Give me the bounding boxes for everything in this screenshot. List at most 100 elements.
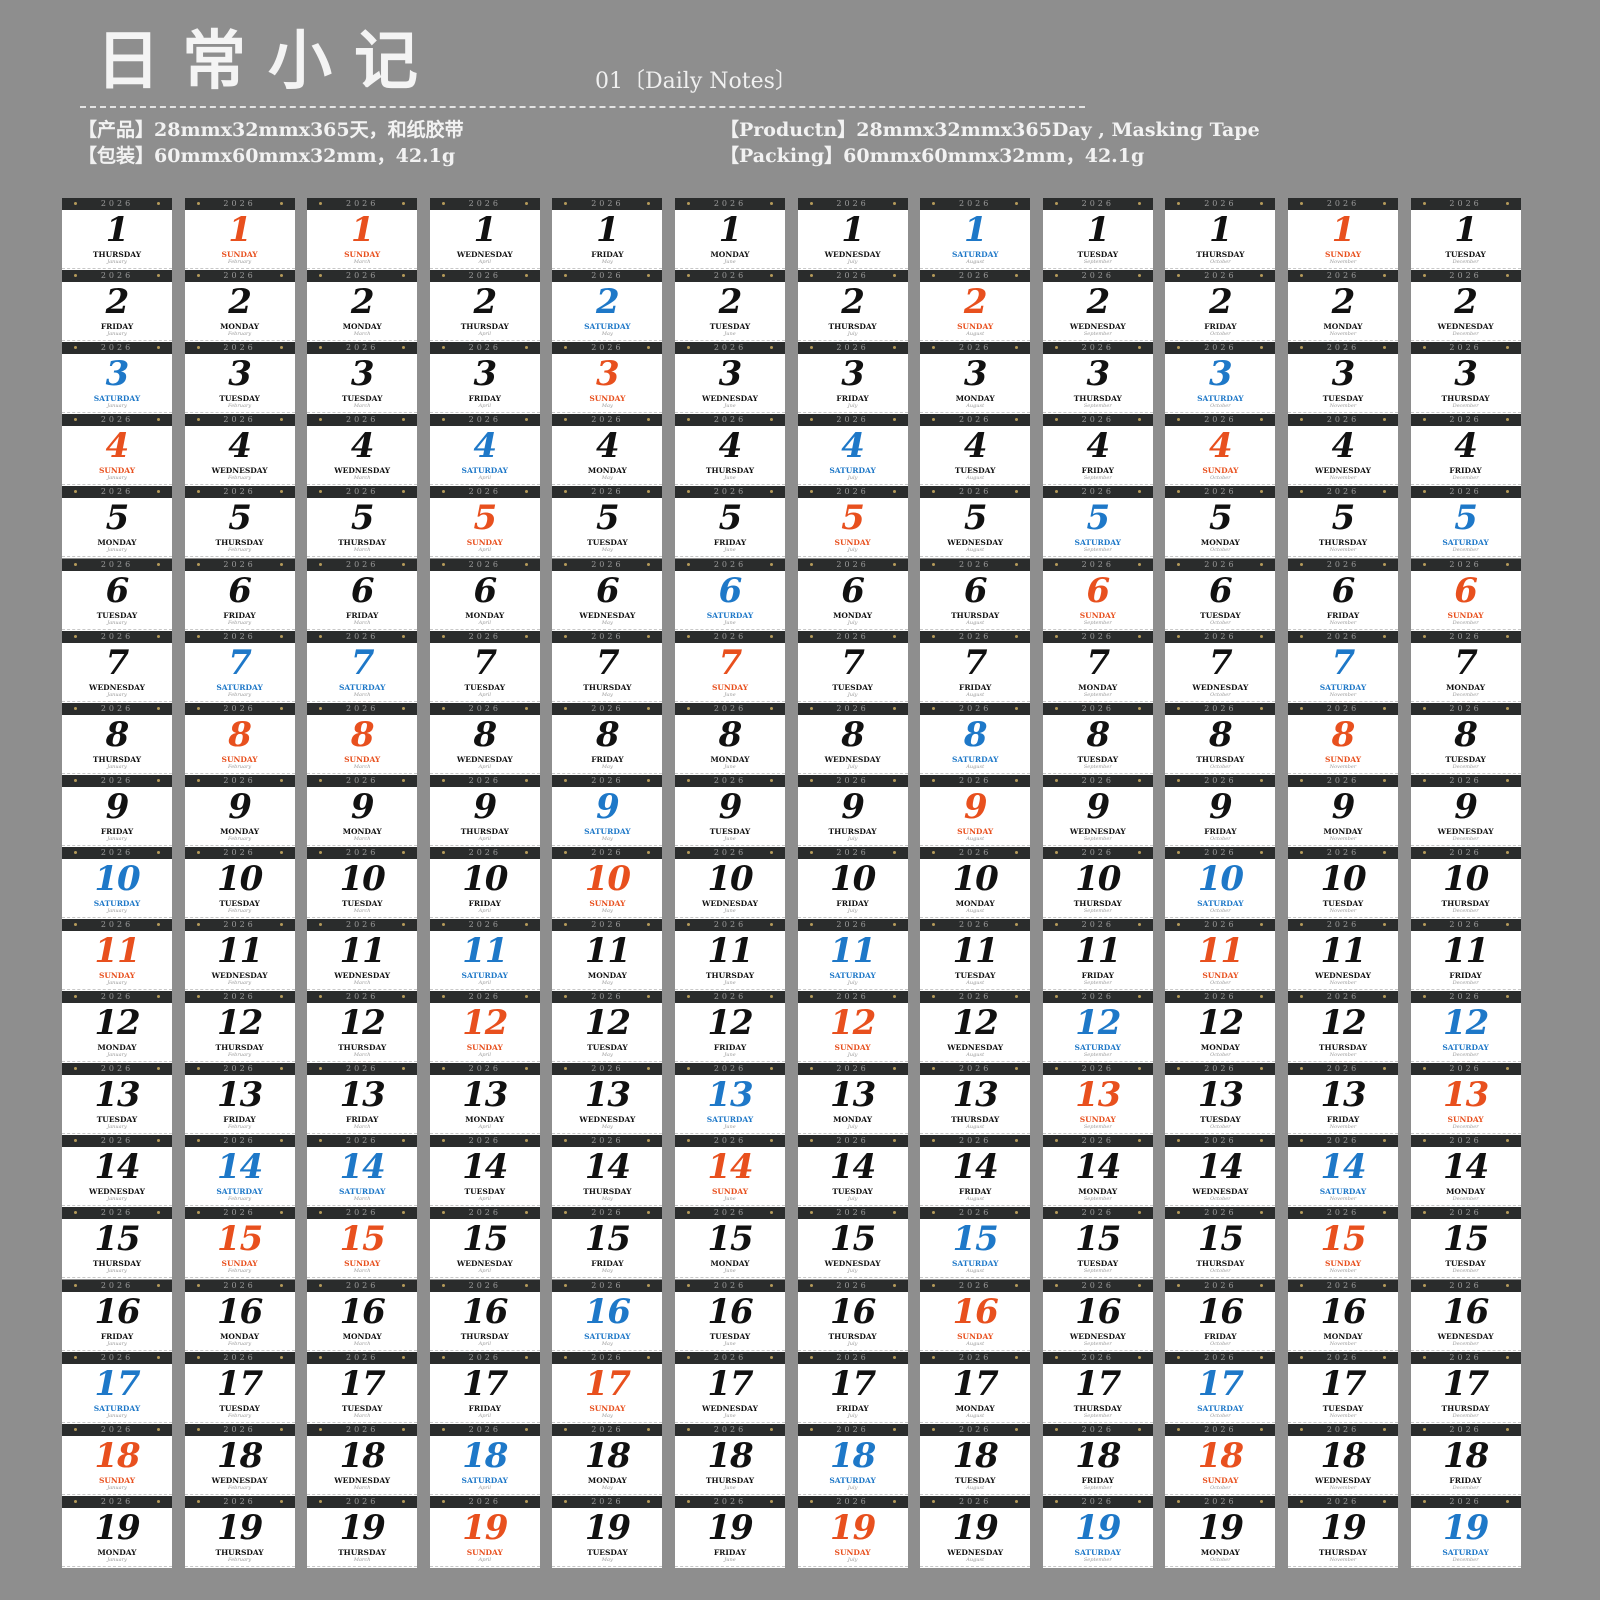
tile-year: 2026 <box>1410 1063 1521 1076</box>
tile-weekday: THURSDAY <box>1441 394 1490 404</box>
tile-weekday: THURSDAY <box>92 754 142 764</box>
tile-year: 2026 <box>920 919 1031 931</box>
tile-year: 2026 <box>920 414 1031 427</box>
tile-month: December <box>1452 1052 1479 1059</box>
tile-month: March <box>353 259 371 265</box>
calendar-tile: 2026 10 FRIDAY April <box>429 846 540 919</box>
tile-month: May <box>601 475 613 482</box>
perforation-line <box>552 700 663 702</box>
calendar-tile: 2026 14 SATURDAY February <box>184 1135 295 1208</box>
perforation-line <box>1288 268 1398 269</box>
tile-year: 2026 <box>184 558 295 571</box>
perforation-line <box>1042 1061 1153 1063</box>
tile-month: March <box>353 547 371 554</box>
tile-weekday: THURSDAY <box>460 322 509 332</box>
tile-year: 2026 <box>184 270 295 283</box>
calendar-tile: 2026 18 SATURDAY April <box>429 1423 540 1496</box>
perforation-line <box>184 989 295 990</box>
tile-month: December <box>1452 403 1479 410</box>
calendar-tile: 2026 6 SUNDAY September <box>1042 558 1153 631</box>
calendar-tile: 2026 16 THURSDAY April <box>429 1279 540 1352</box>
tile-weekday: FRIDAY <box>1204 322 1237 332</box>
tile-month: January <box>107 331 127 338</box>
tile-year: 2026 <box>552 1135 663 1148</box>
tile-year: 2026 <box>1042 1423 1153 1436</box>
tile-weekday: TUESDAY <box>954 466 996 476</box>
tile-day-number: 6 <box>105 570 130 611</box>
tile-year: 2026 <box>920 342 1031 355</box>
calendar-tile: 2026 3 THURSDAY December <box>1410 342 1521 415</box>
tile-weekday: TUESDAY <box>832 682 873 692</box>
tile-year: 2026 <box>307 1279 418 1292</box>
tile-day-number: 12 <box>339 1003 386 1044</box>
perforation-line <box>1288 484 1398 486</box>
perforation-line <box>675 1205 785 1207</box>
tile-year: 2026 <box>62 919 172 931</box>
tile-weekday: SUNDAY <box>1447 610 1484 620</box>
calendar-tile: 2026 11 SUNDAY January <box>62 919 172 991</box>
perforation-line <box>184 1349 295 1351</box>
tile-year: 2026 <box>1165 1135 1276 1148</box>
tile-day-number: 9 <box>105 786 130 827</box>
tile-day-number: 12 <box>462 1003 508 1044</box>
perforation-line <box>307 1061 418 1063</box>
tile-day-number: 18 <box>216 1435 263 1476</box>
tile-day-number: 19 <box>216 1507 263 1548</box>
tile-day-number: 16 <box>1075 1291 1121 1332</box>
tile-month: November <box>1329 1052 1357 1059</box>
perforation-line <box>552 1277 663 1279</box>
tile-year: 2026 <box>307 1207 418 1220</box>
perforation-line <box>184 628 295 630</box>
tile-year: 2026 <box>1288 1423 1398 1436</box>
tile-day-number: 14 <box>707 1147 753 1188</box>
tile-day-number: 14 <box>1320 1147 1366 1188</box>
tile-weekday: FRIDAY <box>1449 1475 1482 1485</box>
tile-day-number: 11 <box>707 931 753 971</box>
perforation-line <box>429 1493 540 1495</box>
tile-day-number: 3 <box>718 354 743 395</box>
perforation-line <box>920 484 1031 486</box>
perforation-line <box>1042 628 1153 630</box>
calendar-tile: 2026 19 TUESDAY May <box>552 1495 663 1568</box>
calendar-tile: 2026 17 SUNDAY May <box>552 1351 663 1424</box>
tile-year: 2026 <box>1042 270 1153 283</box>
tile-weekday: SATURDAY <box>706 610 754 620</box>
tile-weekday: THURSDAY <box>583 682 632 692</box>
tile-month: December <box>1452 1412 1479 1419</box>
tile-month: November <box>1329 1124 1357 1131</box>
tile-weekday: FRIDAY <box>346 610 379 620</box>
tile-day-number: 17 <box>952 1363 999 1404</box>
tile-year: 2026 <box>675 702 785 715</box>
tile-day-number: 19 <box>1075 1507 1121 1548</box>
tile-weekday: SATURDAY <box>1074 538 1122 548</box>
tile-day-number: 12 <box>952 1003 999 1044</box>
tile-day-number: 4 <box>228 426 252 467</box>
calendar-tile: 2026 7 WEDNESDAY January <box>62 630 172 703</box>
calendar-tile: 2026 19 SATURDAY September <box>1042 1495 1153 1568</box>
perforation-line <box>1288 1133 1398 1135</box>
tile-month: July <box>847 763 858 770</box>
tile-weekday: FRIDAY <box>591 754 624 764</box>
tile-year: 2026 <box>797 630 908 643</box>
tile-year: 2026 <box>552 774 663 787</box>
tile-day-number: 4 <box>1331 426 1356 467</box>
perforation-line <box>1042 1133 1153 1135</box>
calendar-tile: 2026 7 TUESDAY July <box>797 630 908 703</box>
tile-year: 2026 <box>675 1423 785 1436</box>
tile-year: 2026 <box>429 1351 540 1364</box>
tile-month: June <box>724 1556 736 1563</box>
calendar-tile: 2026 2 FRIDAY January <box>62 270 172 343</box>
tile-weekday: TUESDAY <box>954 971 996 980</box>
tile-day-number: 2 <box>963 282 988 323</box>
perforation-line <box>1410 556 1521 558</box>
calendar-tile: 2026 6 MONDAY April <box>429 558 540 631</box>
tile-weekday: SATURDAY <box>829 971 876 980</box>
perforation-line <box>1165 484 1276 486</box>
tile-weekday: MONDAY <box>1446 682 1486 692</box>
tile-day-number: 11 <box>829 931 876 971</box>
tile-month: January <box>107 1124 127 1131</box>
tile-month: May <box>601 835 613 842</box>
tile-day-number: 6 <box>1209 570 1233 611</box>
tile-weekday: WEDNESDAY <box>947 1547 1004 1557</box>
tile-month: November <box>1329 1340 1357 1347</box>
